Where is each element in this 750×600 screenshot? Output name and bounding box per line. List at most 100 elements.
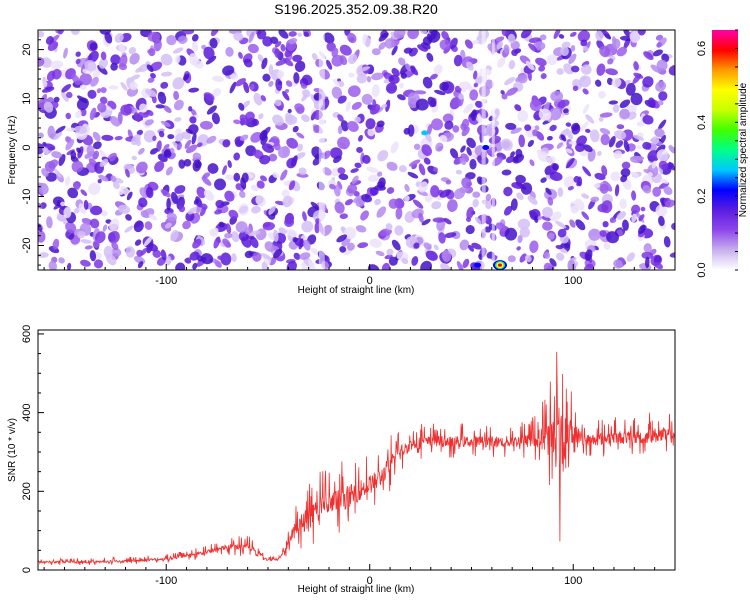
- spectrogram-cell: [517, 72, 528, 84]
- spectrogram-cell: [169, 147, 175, 154]
- spectrogram-cell: [326, 59, 333, 70]
- spectrogram-cell: [407, 171, 419, 179]
- spectrogram-cell: [38, 57, 45, 67]
- spectrogram-cell: [656, 59, 668, 71]
- spectrogram-cell: [473, 70, 478, 80]
- spectrogram-cell: [88, 182, 101, 195]
- spectrogram-cell: [337, 167, 346, 175]
- spectrogram-cell: [510, 151, 516, 158]
- spectrogram-cell: [260, 175, 267, 182]
- spectrogram-cell: [73, 182, 80, 190]
- spectrogram-cell: [344, 199, 354, 206]
- spectrogram-cell: [386, 248, 394, 256]
- spectrogram-cell: [157, 91, 167, 105]
- spectrogram-cell: [80, 239, 92, 244]
- spectrogram-cell: [519, 226, 531, 238]
- spectrogram-cell: [105, 253, 117, 266]
- spectrogram-cell: [571, 124, 581, 135]
- spectrogram-cell: [599, 230, 607, 238]
- spectrogram-cell: [61, 91, 69, 102]
- spectrogram-cell: [583, 263, 594, 270]
- colorbar-strip: [712, 30, 738, 270]
- spectrogram-cell: [285, 80, 293, 87]
- spectrogram-cell: [651, 160, 657, 169]
- spectrogram-cell: [614, 130, 627, 140]
- spectrogram-cell: [431, 201, 442, 210]
- spectrogram-cell: [444, 120, 454, 130]
- spectrogram-cell: [657, 100, 664, 106]
- spectrogram-cell: [519, 253, 527, 263]
- spectrogram-cell: [381, 103, 388, 109]
- spectrogram-cell: [75, 51, 81, 57]
- spectrogram-cell: [356, 73, 368, 84]
- spectrogram-cell: [174, 133, 185, 142]
- spectrogram-cell: [206, 135, 217, 144]
- spectrogram-cell: [338, 173, 349, 181]
- spectrogram-cell: [401, 257, 409, 265]
- spectrogram-cell: [166, 34, 177, 46]
- spectrogram-cell: [189, 116, 197, 124]
- spectrogram-cell: [299, 252, 311, 260]
- spectrogram-cell: [599, 183, 609, 194]
- spectrogram-cell: [610, 171, 621, 182]
- spectrogram-cell: [623, 30, 631, 38]
- spectrogram-cell: [584, 249, 593, 261]
- spectrogram-cell: [92, 68, 101, 80]
- spectrogram-cell: [376, 206, 387, 218]
- spectrogram-cell: [114, 33, 124, 43]
- spectrogram-cell: [298, 167, 307, 176]
- spectrogram-cell: [209, 37, 218, 49]
- spectrogram-cell: [231, 231, 240, 243]
- spectrogram-cell: [445, 179, 452, 185]
- spectrogram-cell: [131, 155, 137, 161]
- spectrogram-cell: [282, 195, 293, 208]
- spectrogram-cell: [182, 73, 190, 81]
- spectrogram-cell: [504, 227, 518, 241]
- spectrogram-cell: [152, 135, 157, 141]
- spectrogram-cell: [101, 134, 114, 141]
- spectrogram-cell: [579, 75, 592, 88]
- spectrogram-cell: [239, 114, 249, 126]
- spectrogram-cell: [619, 108, 630, 120]
- x-tick-label: -100: [155, 575, 177, 587]
- spectrogram-cell: [600, 133, 610, 146]
- spectrogram-cell: [187, 207, 197, 215]
- spectrogram-cell: [224, 232, 233, 239]
- spectrogram-cell: [565, 148, 573, 154]
- spectrogram-cell: [503, 186, 513, 197]
- spectrogram-cell: [261, 143, 275, 153]
- spectrogram-cell: [252, 252, 262, 262]
- spectrogram-cell: [631, 171, 640, 179]
- spectrogram-cell: [503, 44, 510, 54]
- spectrogram-cell: [163, 144, 170, 150]
- spectrogram-cell: [174, 128, 182, 135]
- spectrogram-cell: [154, 160, 165, 173]
- spectrogram-cell: [201, 176, 212, 186]
- spectrogram-cell: [453, 188, 466, 200]
- spectrogram-cell: [109, 218, 120, 231]
- spectrogram-cell: [52, 238, 60, 250]
- spectrogram-cell: [138, 147, 145, 155]
- spectrogram-cell: [517, 110, 529, 123]
- spectrogram-cell: [548, 107, 562, 121]
- spectrogram-cell: [256, 180, 265, 189]
- spectrogram-cell: [456, 261, 464, 270]
- spectrogram-cell: [388, 256, 398, 266]
- spectrogram-cell: [648, 97, 656, 108]
- spectrogram-cell: [595, 79, 602, 87]
- x-tick-label: 100: [564, 275, 582, 287]
- spectrogram-cell: [529, 159, 535, 167]
- spectrogram-cell: [172, 47, 184, 54]
- spectrogram-cell: [362, 154, 371, 164]
- spectrogram-cell: [367, 126, 376, 137]
- spectrogram-cell: [433, 64, 443, 75]
- spectrogram-cell: [140, 209, 149, 218]
- spectrogram-cell: [189, 251, 200, 261]
- spectrogram-cell: [199, 120, 213, 130]
- spectrogram-cell: [125, 214, 132, 221]
- spectrogram-cell: [549, 124, 557, 132]
- spectrogram-cell: [540, 73, 547, 80]
- snr-ticks: -100 0 100 0 200 400 600: [21, 325, 676, 587]
- spectrogram-cell: [599, 127, 611, 135]
